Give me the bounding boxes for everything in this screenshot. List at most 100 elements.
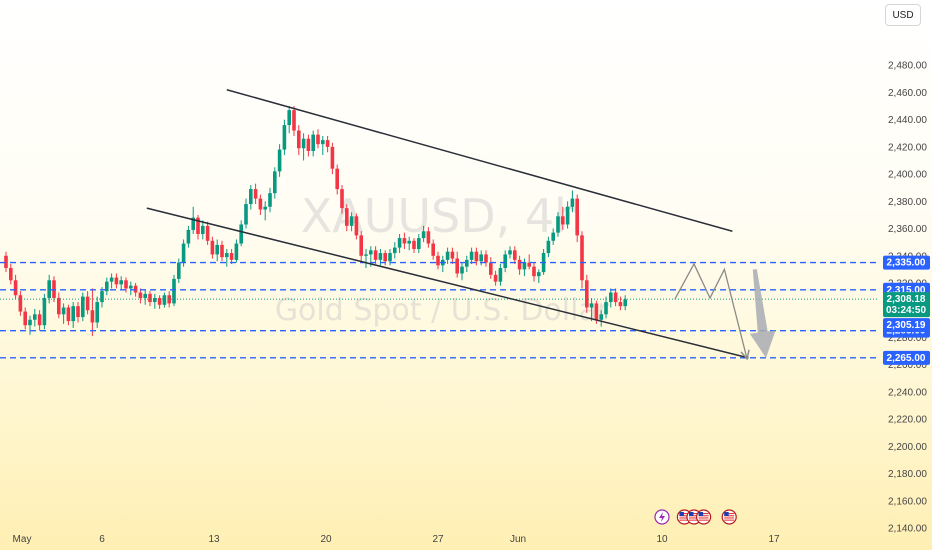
candle-body [484, 254, 488, 263]
x-tick-label: Jun [510, 534, 526, 545]
candle-body [90, 310, 95, 323]
candle-body [369, 250, 373, 255]
y-tick-label: 2,160.00 [888, 496, 927, 507]
y-tick-label: 2,260.00 [888, 360, 927, 371]
candle-body [508, 250, 512, 255]
y-tick-label: 2,200.00 [888, 442, 927, 453]
flag-stripe [698, 513, 709, 515]
flag-stripe [724, 519, 735, 521]
currency-button[interactable]: USD [885, 4, 921, 26]
candle-body [85, 296, 90, 311]
candle-body [253, 189, 258, 199]
candle-body [201, 225, 205, 234]
candle-body [580, 235, 584, 281]
candle-body [402, 238, 407, 244]
candle-body [436, 255, 440, 266]
flag-canton [689, 512, 694, 516]
candle-body [153, 297, 157, 303]
candle-body [76, 306, 80, 318]
x-tick-label: 17 [768, 534, 780, 545]
candle-body [388, 253, 392, 262]
candle-body [292, 110, 296, 131]
drawings [146, 88, 776, 359]
candle-body [18, 295, 23, 312]
flag-stripe [679, 515, 690, 517]
candle-body [186, 229, 191, 244]
candle-body [210, 240, 215, 255]
candle-body [340, 189, 344, 209]
candle-body [364, 254, 368, 256]
y-tick-label: 2,400.00 [888, 170, 927, 181]
y-tick-label: 2,440.00 [888, 115, 927, 126]
candle-body [397, 238, 402, 248]
candle-body [282, 125, 287, 150]
x-tick-label: 6 [99, 534, 105, 545]
y-tick-label: 2,420.00 [888, 142, 927, 153]
candle-body [378, 253, 383, 260]
price-axis[interactable]: 2,140.00 2,160.00 2,180.00 2,200.00 2,220.00… [888, 61, 927, 535]
candle-body [162, 295, 167, 305]
lightning-glyph [659, 512, 665, 522]
candle-body [546, 240, 551, 254]
candle-body [623, 299, 627, 307]
y-tick-label: 2,220.00 [888, 415, 927, 426]
candle-body [273, 171, 277, 194]
candle-body [287, 110, 291, 126]
candle-body [383, 253, 387, 262]
flag-stripe [689, 515, 699, 517]
candle-body [124, 280, 128, 289]
candle-body [489, 262, 493, 275]
candle-body [503, 254, 507, 269]
candle-body [225, 253, 229, 258]
candle-body [325, 140, 330, 147]
time-axis[interactable]: May 6 13 20 27 Jun 10 17 [13, 534, 780, 545]
current-price-tag-countdown: 03:24:50 [886, 305, 926, 316]
candle-body [268, 193, 272, 207]
candle-body [138, 292, 143, 298]
flag-stripe [689, 513, 699, 515]
candle-body [167, 295, 171, 304]
current-price-tag-bg [883, 292, 930, 318]
candle-body [556, 216, 560, 233]
candle-body [565, 206, 570, 225]
y-tick-label: 2,460.00 [888, 88, 927, 99]
price-tag-bg [883, 318, 930, 333]
candle-body [47, 280, 51, 298]
lower-channel-line [146, 207, 749, 359]
candle-body [9, 268, 13, 281]
candle-body [234, 243, 239, 260]
key-level-tag-bg [883, 350, 930, 365]
candle-body [532, 266, 536, 277]
candle-body [513, 250, 517, 260]
x-tick-label: 10 [656, 534, 668, 545]
y-tick-label: 2,240.00 [888, 387, 927, 398]
candle-body [474, 251, 479, 262]
candle-body [460, 266, 464, 274]
candle-body [345, 208, 349, 226]
candle-body [445, 251, 450, 260]
price-tags: 2,335.002,315.002,285.002,265.002,308.18… [883, 255, 930, 365]
y-tick-label: 2,280.00 [888, 333, 927, 344]
candle-body [258, 198, 263, 210]
candle-body [13, 280, 18, 296]
candle-body [42, 297, 47, 326]
candle-body [594, 303, 599, 320]
candle-body [493, 274, 498, 282]
current-price-tag: 2,308.18 [887, 294, 926, 305]
candle-body [575, 198, 579, 236]
candle-body [263, 206, 267, 210]
key-level-tag: 2,315.00 [887, 285, 926, 296]
candle-body [229, 253, 234, 260]
flag-stripe [724, 517, 735, 519]
projection-path [674, 262, 747, 358]
key-level-tag-bg [883, 255, 930, 270]
flag-stripe [698, 519, 709, 521]
flag-stripe [679, 517, 690, 519]
candle-body [393, 247, 397, 254]
flag-stripe [679, 513, 690, 515]
candle-body [561, 216, 565, 225]
candle-body [105, 281, 109, 292]
x-tick-label: 27 [432, 534, 444, 545]
event-markers [654, 509, 737, 525]
